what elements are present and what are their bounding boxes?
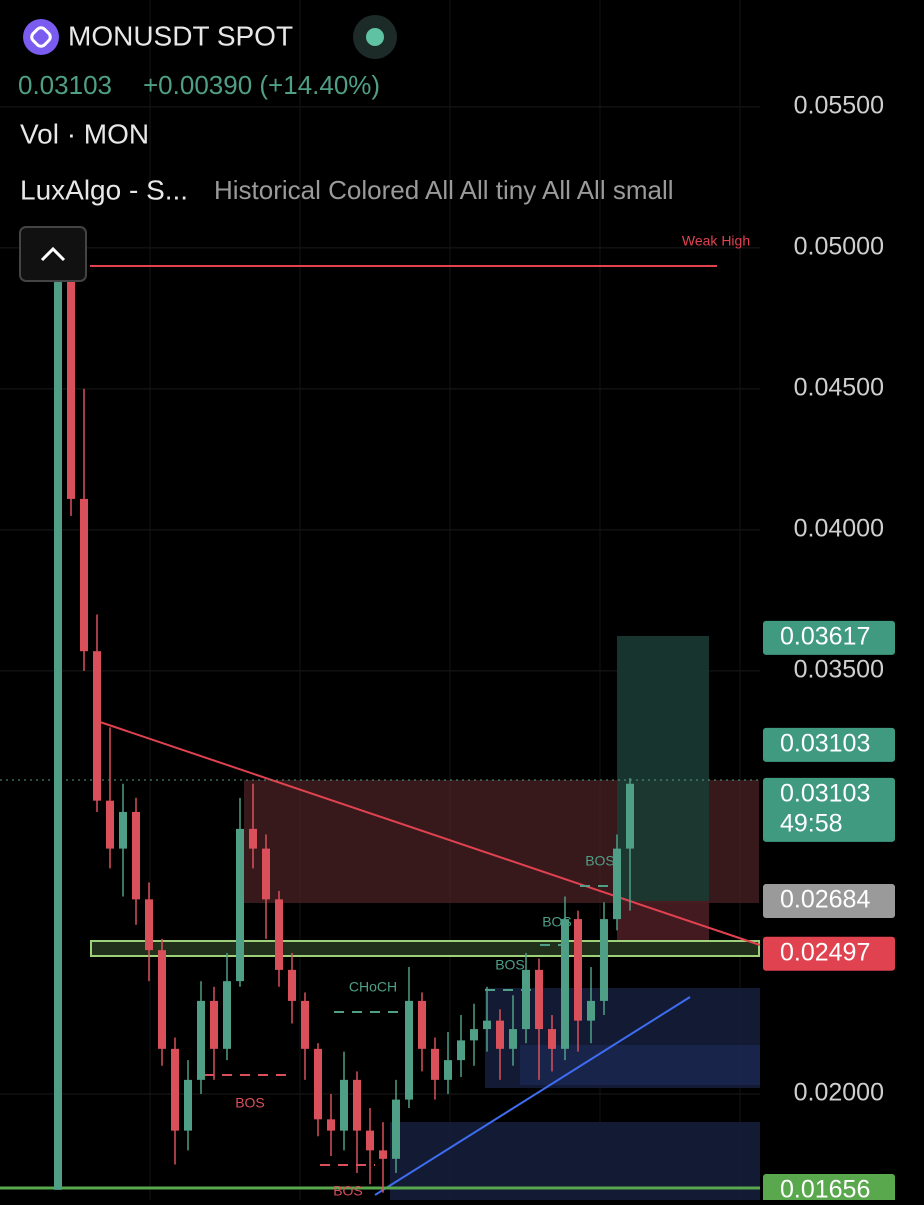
price-tag-label: 0.03617 [780,623,870,651]
trend-line [99,721,761,946]
candle-body [431,1048,439,1080]
candle-body [496,1020,504,1049]
price-tag-label: 0.02684 [780,886,870,914]
price-tag [763,620,895,655]
candle-body [327,1119,335,1131]
candles [54,267,634,1193]
candle-body [236,828,244,982]
candle-body [171,1048,179,1131]
annotation: BOS [585,853,615,869]
candle-body [405,1000,413,1100]
candle-body [561,919,569,1049]
order-block [90,940,760,957]
y-tick-label: 0.04500 [794,374,884,402]
status-dot [366,28,384,46]
candle-body [80,498,88,652]
price-tag [763,884,895,919]
candle-body [275,899,283,970]
symbol-icon [23,19,59,55]
price-tag [763,777,895,842]
price-tag-label: 0.02497 [780,938,870,966]
candle-body [288,969,296,1001]
demand-zone [520,1045,760,1085]
candle-body [340,1079,348,1131]
candle-body [366,1130,374,1151]
candle-body [418,1000,426,1049]
annotation: CHoCH [349,979,397,995]
candle-body [93,651,101,801]
candle-body [249,828,257,849]
indicator-name[interactable]: LuxAlgo - S... [20,174,188,205]
price-tag-label: 0.03103 [780,780,870,808]
indicator-settings: Historical Colored All All tiny All All … [214,175,674,205]
y-tick-label: 0.02000 [794,1079,884,1107]
candle-body [379,1150,387,1159]
target-zone [617,636,709,901]
y-tick-label: 0.05000 [794,233,884,261]
symbol-icon [30,26,52,48]
candle-body [132,811,140,900]
trend-line [374,996,691,1196]
candle-body [574,919,582,1021]
candle-body [483,1020,491,1030]
candle-body [184,1079,192,1131]
candle-body [548,1029,556,1049]
annotation: BOS [333,1183,363,1199]
candle-body [392,1099,400,1159]
candle-body [587,1000,595,1021]
annotation: Weak High [682,233,750,249]
y-axis: 0.05500 0.05000 0.04500 0.04000 0.03500 0.020… [763,91,895,1205]
y-tick-label: 0.03500 [794,656,884,684]
candle-body [613,848,621,920]
candle-body [145,899,153,951]
candle-body [119,811,127,849]
candle-body [314,1048,322,1120]
annotation: BOS [235,1095,265,1111]
price-tag [763,727,895,762]
countdown: 49:58 [780,810,843,838]
collapse-icon [40,246,66,262]
candle-body [158,950,166,1049]
annotation: BOS [542,914,572,930]
price-change: +0.00390 (+14.40%) [143,70,380,100]
price-tag-label: 0.03103 [780,730,870,758]
annotation: BOS [495,957,525,973]
collapse-button[interactable] [19,226,87,282]
candle-body [470,1029,478,1041]
candle-body [262,848,270,900]
volume-label[interactable]: Vol · MON [20,118,149,149]
price-tag-label: 0.01656 [780,1176,870,1200]
candle-body [223,981,231,1049]
candle-body [509,1029,517,1049]
candle-body [301,1000,309,1049]
y-tick-label: 0.05500 [794,91,884,119]
symbol[interactable]: MONUSDT SPOT [68,20,293,51]
candle-body [54,278,62,1190]
candle-body [444,1060,452,1080]
price-tag [763,936,895,971]
price-tag [763,1173,895,1205]
candle-body [67,278,75,499]
candle-body [210,1000,218,1049]
candle-body [522,969,530,1030]
candle-body [535,969,543,1030]
last-price: 0.03103 [18,70,112,100]
candle-body [600,919,608,1001]
candle-body [626,783,634,849]
candle-body [353,1079,361,1131]
candle-body [197,1000,205,1080]
y-tick-label: 0.04000 [794,515,884,543]
candle-body [106,800,114,849]
candle-body [457,1040,465,1061]
